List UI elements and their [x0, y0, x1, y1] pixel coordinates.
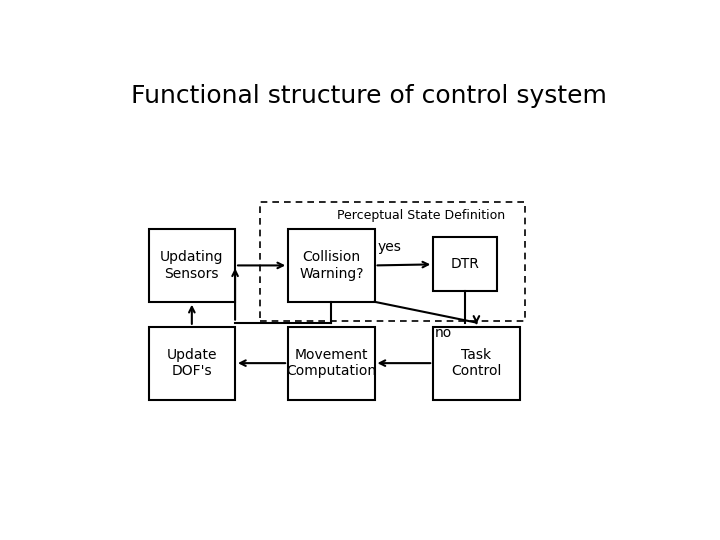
- Text: Perceptual State Definition: Perceptual State Definition: [336, 210, 505, 222]
- Bar: [288, 327, 374, 400]
- Text: Updating
Sensors: Updating Sensors: [160, 251, 224, 280]
- Bar: [288, 229, 374, 302]
- Bar: [433, 327, 520, 400]
- Text: Functional structure of control system: Functional structure of control system: [131, 84, 607, 107]
- Bar: [148, 229, 235, 302]
- Bar: [260, 202, 526, 321]
- Text: yes: yes: [378, 240, 402, 254]
- Text: Collision
Warning?: Collision Warning?: [299, 251, 364, 280]
- Text: no: no: [435, 326, 452, 340]
- Text: Movement
Computation: Movement Computation: [287, 348, 377, 378]
- Text: DTR: DTR: [451, 258, 480, 272]
- Bar: [148, 327, 235, 400]
- Text: Update
DOF's: Update DOF's: [166, 348, 217, 378]
- Bar: [433, 238, 498, 292]
- Text: Task
Control: Task Control: [451, 348, 502, 378]
